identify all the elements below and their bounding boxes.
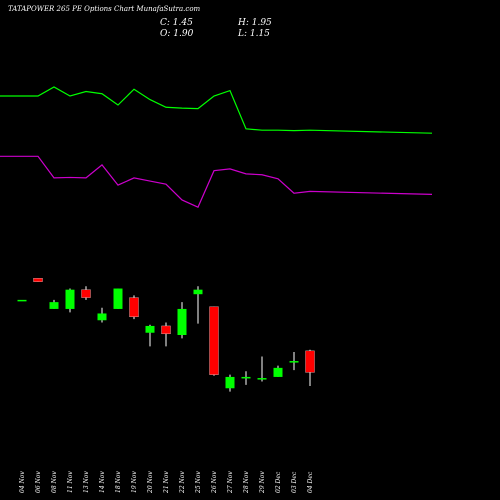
high-value: H: 1.95 <box>238 18 272 28</box>
x-tick-label: 20 Nov <box>147 471 154 494</box>
x-tick-label: 02 Dec <box>275 471 282 493</box>
candle-body <box>193 289 203 295</box>
candle-body <box>289 361 299 363</box>
x-tick-label: 19 Nov <box>131 471 138 493</box>
x-tick-label: 18 Nov <box>115 471 122 493</box>
candle-body <box>65 289 75 309</box>
candle-body <box>241 376 251 379</box>
candle-body <box>81 289 91 298</box>
candle-body <box>273 367 283 377</box>
candle-body <box>49 302 59 309</box>
x-tick-label: 22 Nov <box>179 471 186 494</box>
candle-body <box>97 313 107 321</box>
x-tick-label: 03 Dec <box>291 471 298 493</box>
low-value: L: 1.15 <box>238 29 270 39</box>
lower-indicator-line <box>0 155 433 208</box>
x-tick-label: 13 Nov <box>83 471 90 493</box>
x-tick-label: 29 Nov <box>259 471 266 494</box>
x-tick-label: 26 Nov <box>211 471 218 494</box>
candle-body <box>129 297 139 318</box>
close-value: C: 1.45 <box>160 18 193 28</box>
upper-indicator-line <box>0 86 433 134</box>
x-tick-label: 04 Dec <box>307 471 314 493</box>
candle-body <box>113 288 123 309</box>
x-tick-label: 11 Nov <box>67 471 74 493</box>
candle-body <box>33 278 43 282</box>
x-tick-label: 14 Nov <box>99 471 106 493</box>
x-tick-label: 28 Nov <box>243 471 250 494</box>
x-tick-label: 21 Nov <box>163 471 170 494</box>
chart-title: TATAPOWER 265 PE Options Chart MunafaSut… <box>8 5 201 13</box>
x-tick-label: 04 Nov <box>19 471 26 493</box>
x-tick-label: 25 Nov <box>195 471 202 494</box>
x-tick-label: 27 Nov <box>227 471 234 494</box>
x-tick-label: 06 Nov <box>35 471 42 493</box>
candle-body <box>145 325 155 333</box>
candle-body <box>161 325 171 335</box>
candle-body <box>177 308 187 335</box>
candle-body <box>257 378 267 380</box>
candle-body <box>17 299 27 302</box>
x-tick-label: 08 Nov <box>51 471 58 493</box>
candle-body <box>209 306 219 375</box>
candle-body <box>305 350 315 373</box>
candle-body <box>225 376 235 389</box>
open-value: O: 1.90 <box>160 29 194 39</box>
